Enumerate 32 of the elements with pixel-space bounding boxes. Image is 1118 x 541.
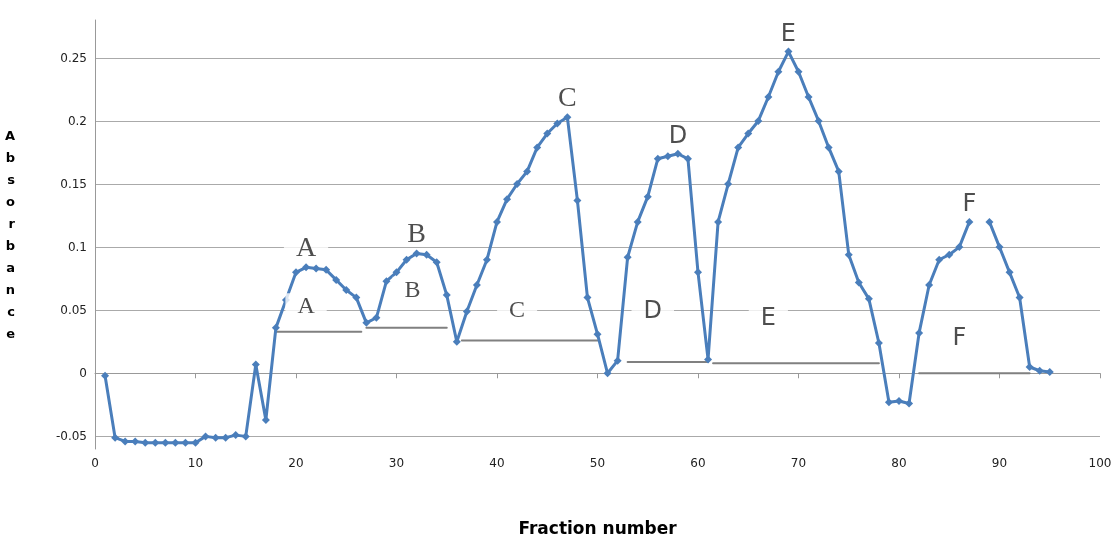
y-tick-label: 0.1 <box>67 240 87 255</box>
annotation: C <box>558 81 577 113</box>
y-tick-label: 0 <box>79 366 87 381</box>
annotation: F <box>962 189 977 218</box>
x-axis-title: Fraction number <box>518 517 678 538</box>
text: Absorbance <box>4 128 15 341</box>
x-tick-label: 90 <box>991 456 1008 470</box>
x-tick-label: 20 <box>288 456 304 470</box>
annotation: B <box>404 275 421 302</box>
x-tick-label: 0 <box>91 456 99 470</box>
annotation: A <box>297 292 316 319</box>
annotation: C <box>509 295 526 322</box>
y-tick-label: 0.25 <box>60 50 87 65</box>
annotation: B <box>407 217 426 249</box>
annotation: D <box>668 121 688 150</box>
x-tick-label: 30 <box>388 456 405 470</box>
x-tick-label: 40 <box>489 456 505 470</box>
y-tick-label: 0.05 <box>60 303 87 318</box>
x-tick-label: 80 <box>891 456 907 470</box>
annotation: F <box>952 322 967 351</box>
x-tick-label: 100 <box>1088 456 1112 470</box>
x-tick-label: 50 <box>589 456 606 470</box>
x-tick-label: 70 <box>790 456 807 470</box>
x-tick-label: 10 <box>187 456 204 470</box>
annotation: E <box>780 19 797 48</box>
y-tick-label: 0.15 <box>60 177 87 192</box>
annotation: E <box>760 302 776 331</box>
y-tick-label: 0.2 <box>67 113 87 128</box>
y-tick-label: -0.05 <box>55 429 87 444</box>
x-tick-label: 60 <box>690 456 706 470</box>
annotation: A <box>295 231 317 263</box>
annotation: D <box>643 296 663 325</box>
